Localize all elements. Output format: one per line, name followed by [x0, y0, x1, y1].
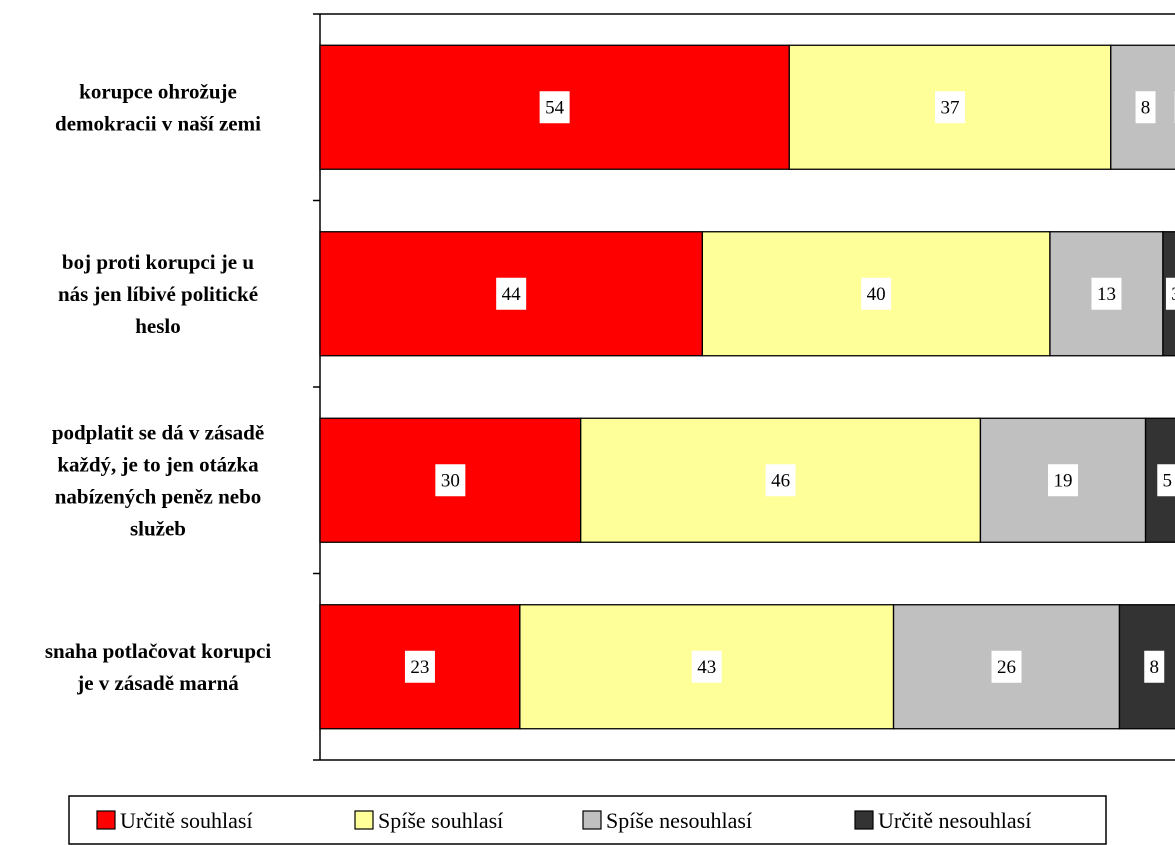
category-label-line: nabízených peněz nebo — [55, 484, 262, 508]
data-label: 8 — [1135, 91, 1156, 124]
category-label-line: korupce ohrožuje — [79, 79, 237, 103]
data-label: 46 — [765, 464, 796, 497]
data-label-text: 5 — [1163, 470, 1173, 491]
category-label-line: podplatit se dá v zásadě — [52, 420, 264, 444]
category-label-line: nás jen líbivé politické — [58, 282, 258, 306]
data-label: 43 — [691, 650, 722, 683]
legend-item: Určitě nesouhlasí — [854, 808, 1031, 833]
data-label-background — [1165, 277, 1175, 310]
data-label: 30 — [435, 464, 466, 497]
data-label-text: 54 — [545, 97, 565, 118]
data-label-background — [861, 277, 892, 310]
category-label-line: je v zásadě marná — [76, 671, 239, 695]
category-label-line: demokracii v naší zemi — [55, 111, 261, 135]
data-label-text: 13 — [1097, 284, 1116, 305]
category-label: boj proti korupci je u nás jen líbivé pol… — [58, 250, 258, 338]
data-label: 44 — [496, 277, 527, 310]
data-label: 19 — [1047, 464, 1078, 497]
data-label-background — [1091, 277, 1122, 310]
value-labels: 543781444013330461952343268 — [404, 91, 1175, 683]
data-label: 5 — [1157, 464, 1175, 497]
data-label-text: 44 — [502, 284, 522, 305]
legend-item: Spíše nesouhlasí — [582, 808, 752, 833]
data-label: 26 — [991, 650, 1022, 683]
data-label-background — [539, 91, 570, 124]
category-label: snaha potlačovat korupci je v zásadě marn… — [45, 639, 272, 695]
data-label-text: 19 — [1053, 470, 1072, 491]
legend-item: Určitě souhlasí — [96, 808, 253, 833]
legend-label: Spíše nesouhlasí — [606, 808, 752, 833]
data-label: 3 — [1165, 277, 1175, 310]
data-label-background — [1144, 650, 1165, 683]
legend: Určitě souhlasí Spíše souhlasí Spíše nesou… — [68, 795, 1107, 845]
bars — [319, 44, 1175, 730]
data-label-background — [435, 464, 466, 497]
category-labels: korupce ohrožuje demokracii v naší zemi bo… — [45, 79, 272, 695]
legend-swatch — [854, 810, 874, 830]
legend-label: Spíše souhlasí — [378, 808, 503, 833]
data-label-text: 26 — [997, 657, 1016, 678]
data-label-background — [935, 91, 966, 124]
data-label-text: 8 — [1149, 657, 1159, 678]
data-label: 40 — [861, 277, 892, 310]
data-label-background — [1135, 91, 1156, 124]
category-label: podplatit se dá v zásadě každý, je to jen… — [52, 420, 264, 540]
data-label-text: 37 — [941, 97, 960, 118]
data-label-background — [991, 650, 1022, 683]
legend-label: Určitě nesouhlasí — [878, 808, 1031, 833]
category-label-line: heslo — [135, 314, 181, 338]
legend-swatch — [582, 810, 602, 830]
data-label: 8 — [1144, 650, 1165, 683]
data-label-text: 40 — [867, 284, 886, 305]
legend-item: Spíše souhlasí — [354, 808, 503, 833]
data-label-background — [1047, 464, 1078, 497]
legend-swatch — [354, 810, 374, 830]
data-label-text: 8 — [1141, 97, 1151, 118]
data-label-text: 43 — [697, 657, 716, 678]
data-label-text: 30 — [441, 470, 460, 491]
data-label-background — [691, 650, 722, 683]
data-label: 13 — [1091, 277, 1122, 310]
category-label-line: boj proti korupci je u — [62, 250, 254, 274]
data-label-text: 46 — [771, 470, 790, 491]
category-label-line: každý, je to jen otázka — [57, 452, 259, 476]
plot-area: 543781444013330461952343268 — [313, 13, 1175, 761]
axis-ticks — [313, 13, 320, 761]
data-label: 54 — [539, 91, 570, 124]
data-label: 37 — [935, 91, 966, 124]
data-label-background — [496, 277, 527, 310]
legend-label: Určitě souhlasí — [120, 808, 253, 833]
data-label-background — [1157, 464, 1175, 497]
data-label-text: 23 — [410, 657, 429, 678]
data-label-background — [404, 650, 435, 683]
bar-segment — [319, 231, 704, 357]
category-label-line: služeb — [130, 516, 186, 540]
data-label-background — [765, 464, 796, 497]
category-label-line: snaha potlačovat korupci — [45, 639, 272, 663]
data-label-text: 3 — [1171, 284, 1175, 305]
category-label: korupce ohrožuje demokracii v naší zemi — [55, 79, 261, 135]
data-label: 23 — [404, 650, 435, 683]
legend-swatch — [96, 810, 116, 830]
legend-items: Určitě souhlasí Spíše souhlasí Spíše nesou… — [96, 808, 1031, 833]
